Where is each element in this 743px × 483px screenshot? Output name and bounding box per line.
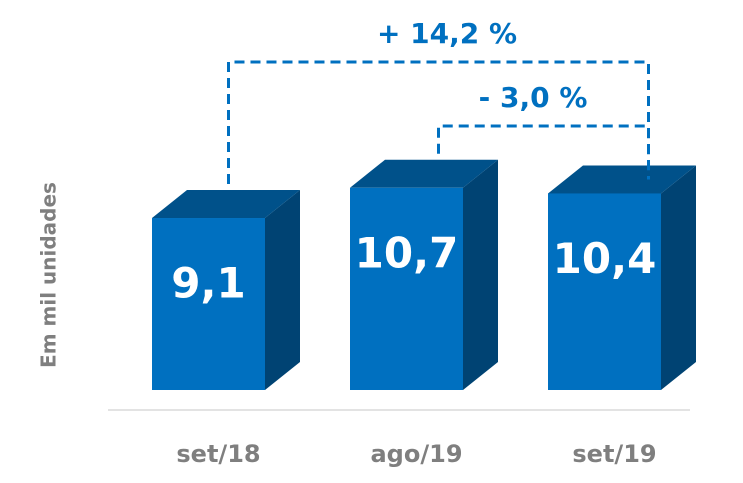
bar	[548, 193, 661, 390]
bar-side	[265, 190, 300, 390]
x-tick-label: set/18	[176, 440, 260, 468]
annotation: + 14,2 %	[377, 17, 517, 50]
x-tick-label: set/19	[572, 440, 656, 468]
value-label: 10,7	[355, 228, 459, 277]
bracket	[437, 124, 650, 180]
value-label: 10,4	[553, 234, 657, 283]
bar	[152, 218, 265, 390]
y-axis-label: Em mil unidades	[37, 182, 61, 368]
bar-side	[463, 159, 498, 390]
value-label: 9,1	[171, 259, 245, 308]
x-tick-label: ago/19	[370, 440, 462, 468]
bar-top	[548, 165, 696, 194]
annotation: - 3,0 %	[479, 81, 588, 114]
bar-top	[152, 190, 300, 219]
bracket	[227, 60, 650, 185]
bar	[350, 187, 463, 390]
bar-side	[661, 165, 696, 390]
bar-top	[350, 159, 498, 188]
